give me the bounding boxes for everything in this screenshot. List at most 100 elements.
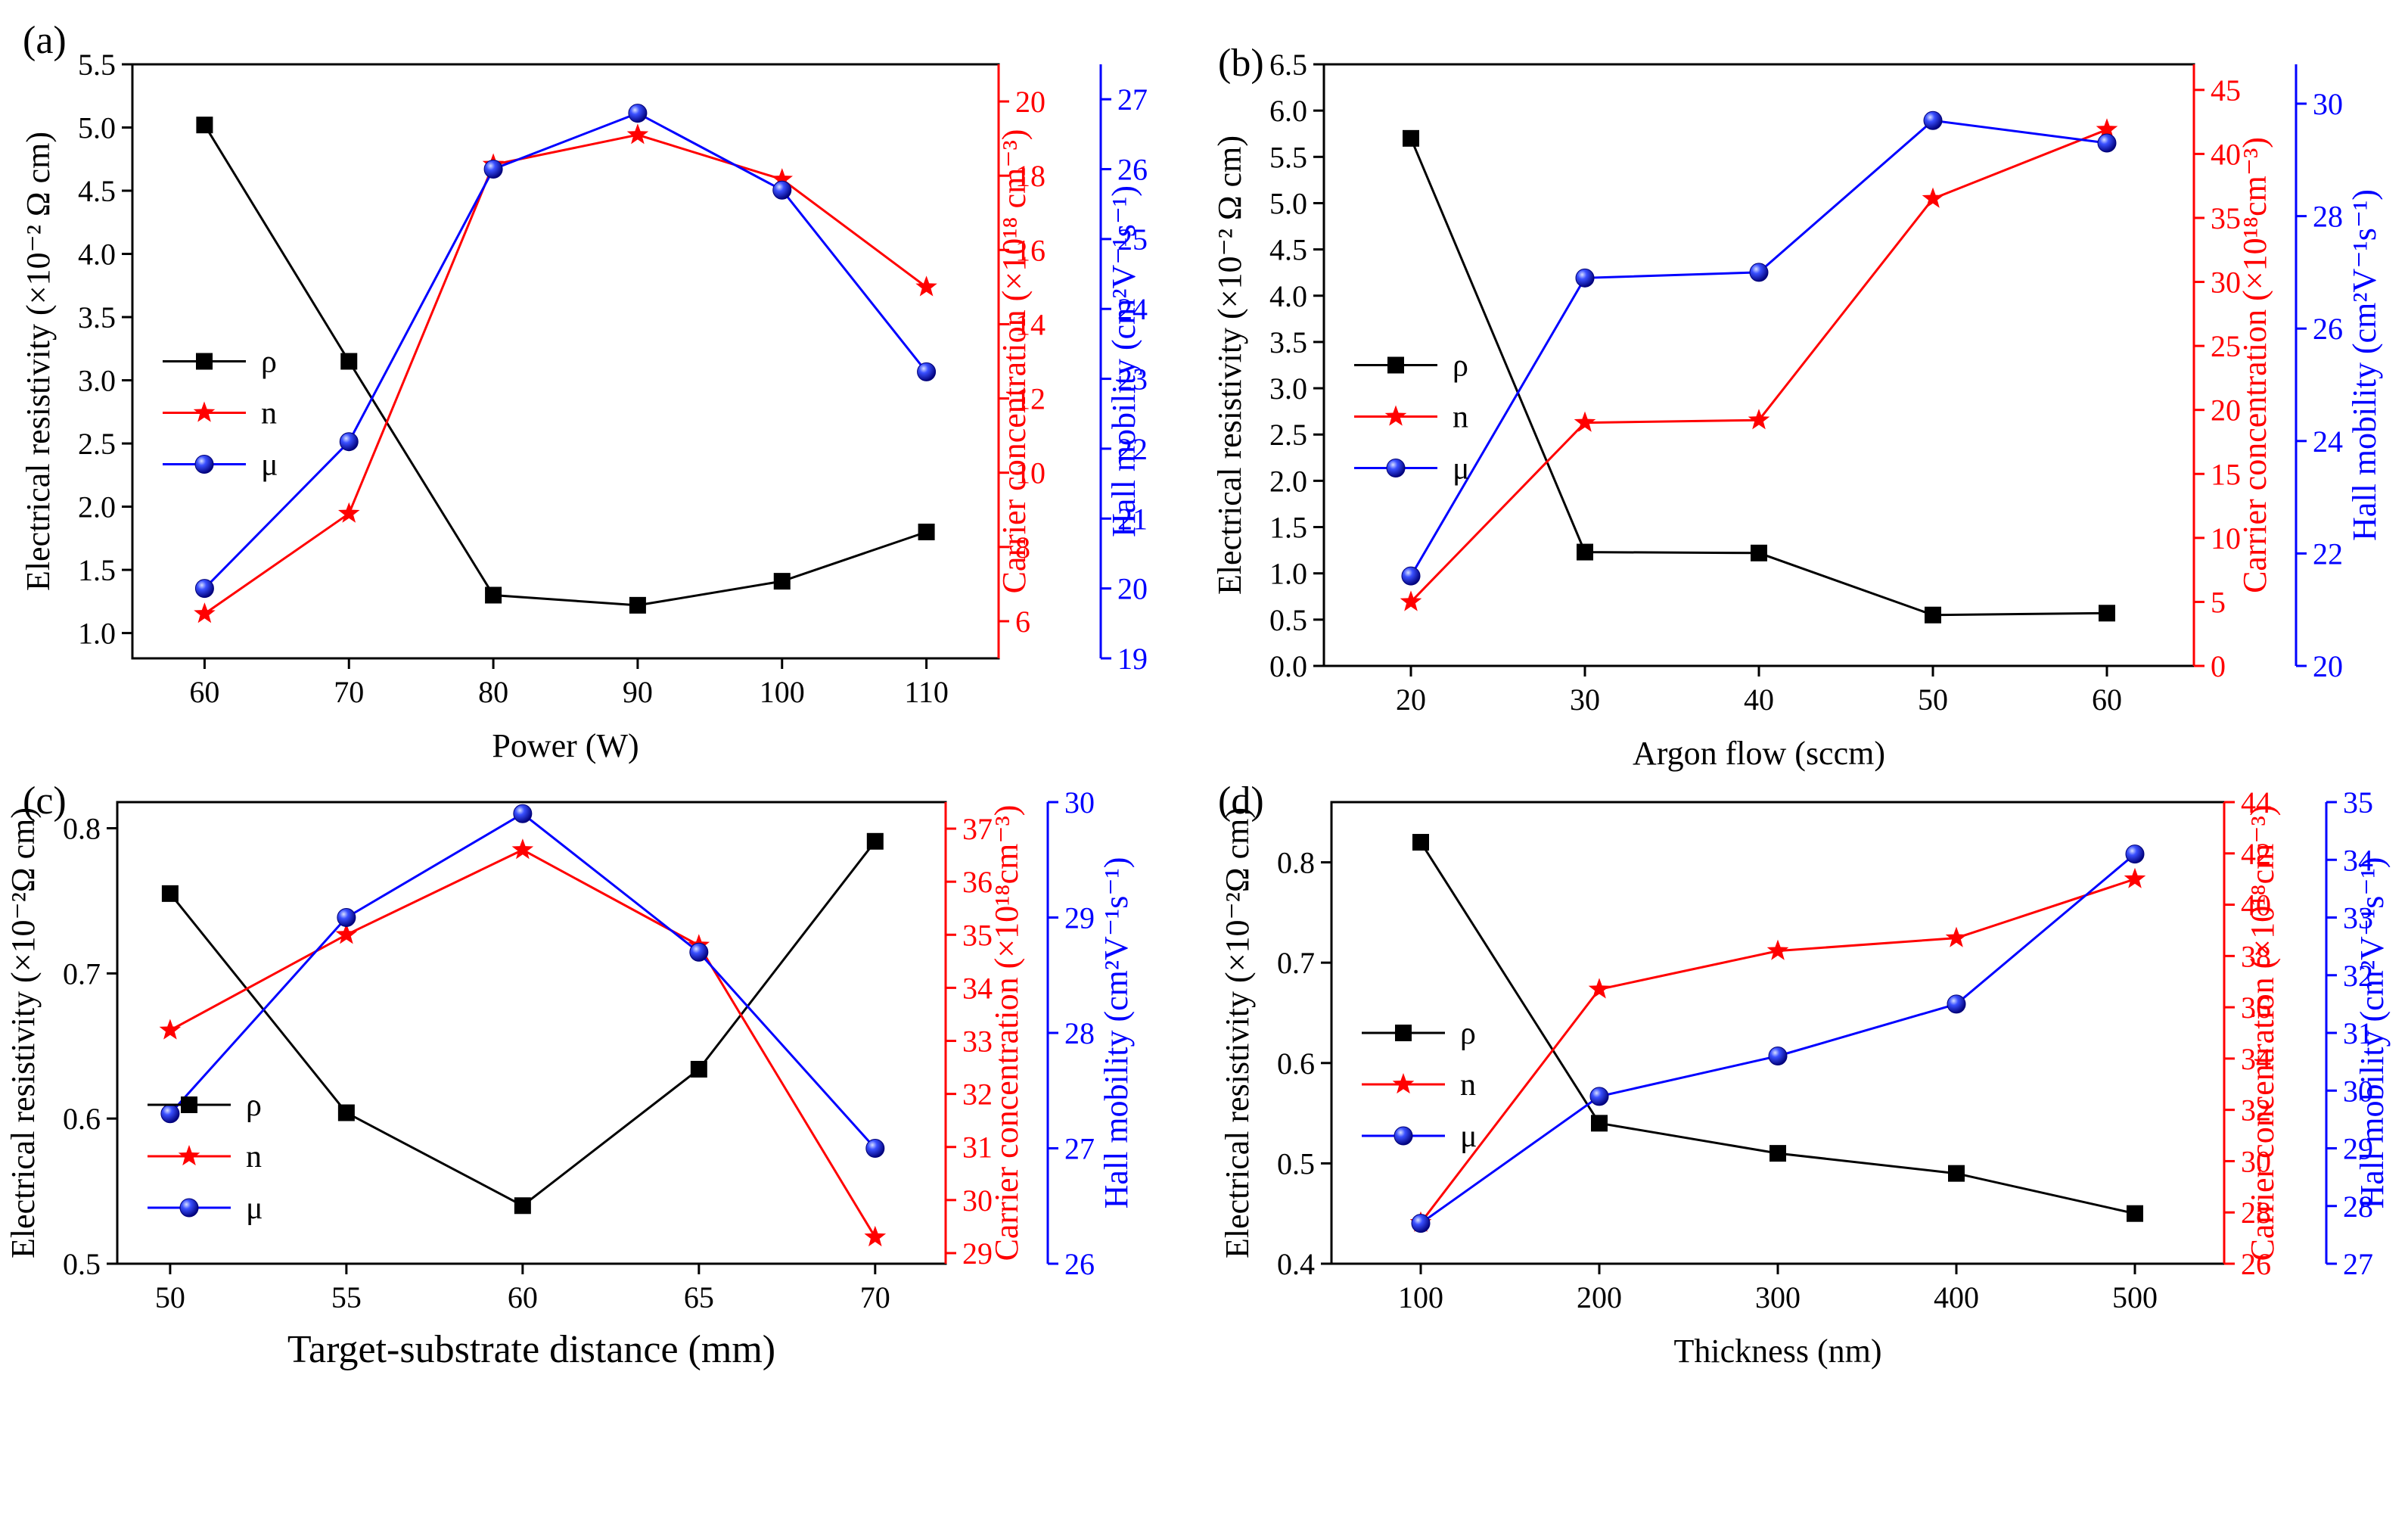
data-point-star (194, 602, 216, 624)
y3-tick-label: 27 (2343, 1247, 2373, 1281)
y1-tick-label: 3.0 (1269, 372, 1307, 406)
legend-label: μ (1460, 1119, 1477, 1154)
y2-tick-label: 15 (2211, 457, 2241, 491)
y3-tick-label: 35 (2343, 785, 2373, 820)
y1-tick-label: 4.0 (1269, 279, 1307, 313)
x-tick-label: 65 (684, 1280, 714, 1314)
data-point-star (1574, 411, 1596, 432)
data-point-sphere (194, 579, 214, 599)
y3-tick-label: 33 (2343, 901, 2373, 935)
y2-tick-label: 40 (2241, 888, 2271, 922)
legend-label: ρ (261, 345, 277, 380)
legend-marker (181, 1096, 197, 1113)
x-tick-label: 20 (1396, 683, 1426, 717)
x-tick-label: 40 (1744, 683, 1774, 717)
y2-tick-label: 35 (2211, 201, 2241, 235)
y1-tick-label: 0.0 (1269, 649, 1307, 683)
data-point-square (1948, 1165, 1965, 1182)
data-point-square (1591, 1115, 1608, 1132)
legend-marker (1387, 356, 1404, 374)
y3-tick-label: 27 (1064, 1132, 1095, 1166)
series-line-sphere (169, 812, 876, 1149)
data-point-square (1412, 834, 1429, 851)
y1-tick-label: 0.5 (1277, 1146, 1315, 1180)
panel-c: (c) 50 55 60 65 70 Target-substrate distance (… (5, 779, 1135, 1371)
x-tick-label: 70 (334, 675, 364, 709)
data-point-star (2124, 867, 2146, 888)
legend-label: ρ (1460, 1016, 1476, 1051)
x-axis-label: Power (W) (492, 727, 639, 764)
y3-tick-label: 30 (1064, 785, 1095, 820)
x-tick-label: 70 (860, 1280, 890, 1314)
data-point-sphere (628, 104, 648, 123)
series-line-square (169, 840, 876, 1208)
y1-axis-label: Electrical resistivity (×10⁻²Ω cm) (1219, 807, 1256, 1258)
y3-tick-label: 25 (1117, 222, 1148, 257)
y1-axis-label: Electrical resistivity (×10⁻² Ω cm) (20, 132, 57, 591)
legend-marker (1395, 1025, 1412, 1041)
y1-tick-label: 0.7 (63, 956, 101, 991)
y3-tick-label: 26 (1064, 1247, 1095, 1281)
data-point-sphere (1575, 268, 1595, 288)
legend-marker (1392, 1073, 1415, 1094)
y3-tick-label: 28 (2313, 200, 2343, 234)
y2-tick-label: 36 (2241, 991, 2271, 1025)
data-point-sphere (339, 432, 359, 452)
y2-tick-label: 14 (1015, 307, 1046, 341)
legend-marker (1394, 1126, 1413, 1146)
y2-tick-label: 42 (2241, 837, 2271, 871)
y1-tick-label: 0.4 (1277, 1247, 1315, 1281)
y2-tick-label: 28 (2241, 1196, 2271, 1230)
data-point-star (771, 168, 793, 189)
series-line-sphere (1409, 119, 2108, 577)
data-point-sphere (483, 160, 503, 179)
data-point-square (690, 1060, 707, 1078)
y2-tick-label: 40 (2211, 137, 2241, 171)
x-axis-label: Argon flow (sccm) (1633, 735, 1885, 772)
y1-tick-label: 0.5 (63, 1247, 101, 1281)
data-point-square (2099, 605, 2115, 622)
data-point-star (511, 838, 534, 860)
y1-tick-label: 2.5 (78, 427, 116, 461)
panel-label: (d) (1218, 779, 1264, 823)
legend-marker (1384, 405, 1407, 426)
data-point-square (196, 117, 213, 134)
y1-tick-label: 3.0 (78, 364, 116, 398)
x-tick-label: 60 (508, 1280, 538, 1314)
y1-tick-label: 1.0 (1269, 557, 1307, 591)
legend: ρnμ (163, 345, 278, 483)
data-point-star (1922, 187, 1944, 208)
y1-tick-label: 0.6 (1277, 1047, 1315, 1081)
data-point-sphere (1401, 566, 1421, 586)
y1-axis-label: Electrical resistivity (×10⁻² Ω cm) (1211, 135, 1248, 595)
y2-tick-label: 38 (2241, 939, 2271, 973)
x-tick-label: 500 (2112, 1280, 2158, 1314)
data-point-square (1403, 129, 1419, 147)
data-point-sphere (1923, 110, 1943, 130)
y1-tick-label: 2.0 (78, 490, 116, 524)
y2-tick-label: 44 (2241, 785, 2271, 820)
y2-tick-label: 30 (962, 1184, 993, 1218)
y2-tick-label: 33 (962, 1025, 993, 1059)
data-point-square (629, 596, 646, 614)
x-tick-label: 60 (189, 675, 219, 709)
y2-tick-label: 20 (1015, 85, 1046, 119)
y2-tick-label: 37 (962, 812, 993, 846)
x-tick-label: 55 (331, 1280, 362, 1314)
y3-tick-label: 27 (1117, 82, 1148, 117)
y2-tick-label: 32 (2241, 1093, 2271, 1128)
y2-tick-label: 16 (1015, 233, 1046, 267)
x-tick-label: 110 (904, 675, 949, 709)
y1-tick-label: 0.7 (1277, 946, 1315, 980)
panel-label: (b) (1218, 42, 1264, 85)
y2-tick-label: 35 (962, 918, 993, 952)
legend-label: μ (261, 448, 278, 483)
data-point-square (340, 353, 358, 370)
y1-tick-label: 2.5 (1269, 418, 1307, 452)
data-point-square (918, 523, 935, 540)
legend-label: μ (1453, 452, 1470, 487)
y1-axis-label: Electrical resistivity (×10⁻²Ω cm) (5, 807, 42, 1258)
y1-tick-label: 4.5 (78, 174, 116, 208)
legend-marker (193, 401, 216, 422)
y3-tick-label: 29 (1064, 901, 1095, 935)
